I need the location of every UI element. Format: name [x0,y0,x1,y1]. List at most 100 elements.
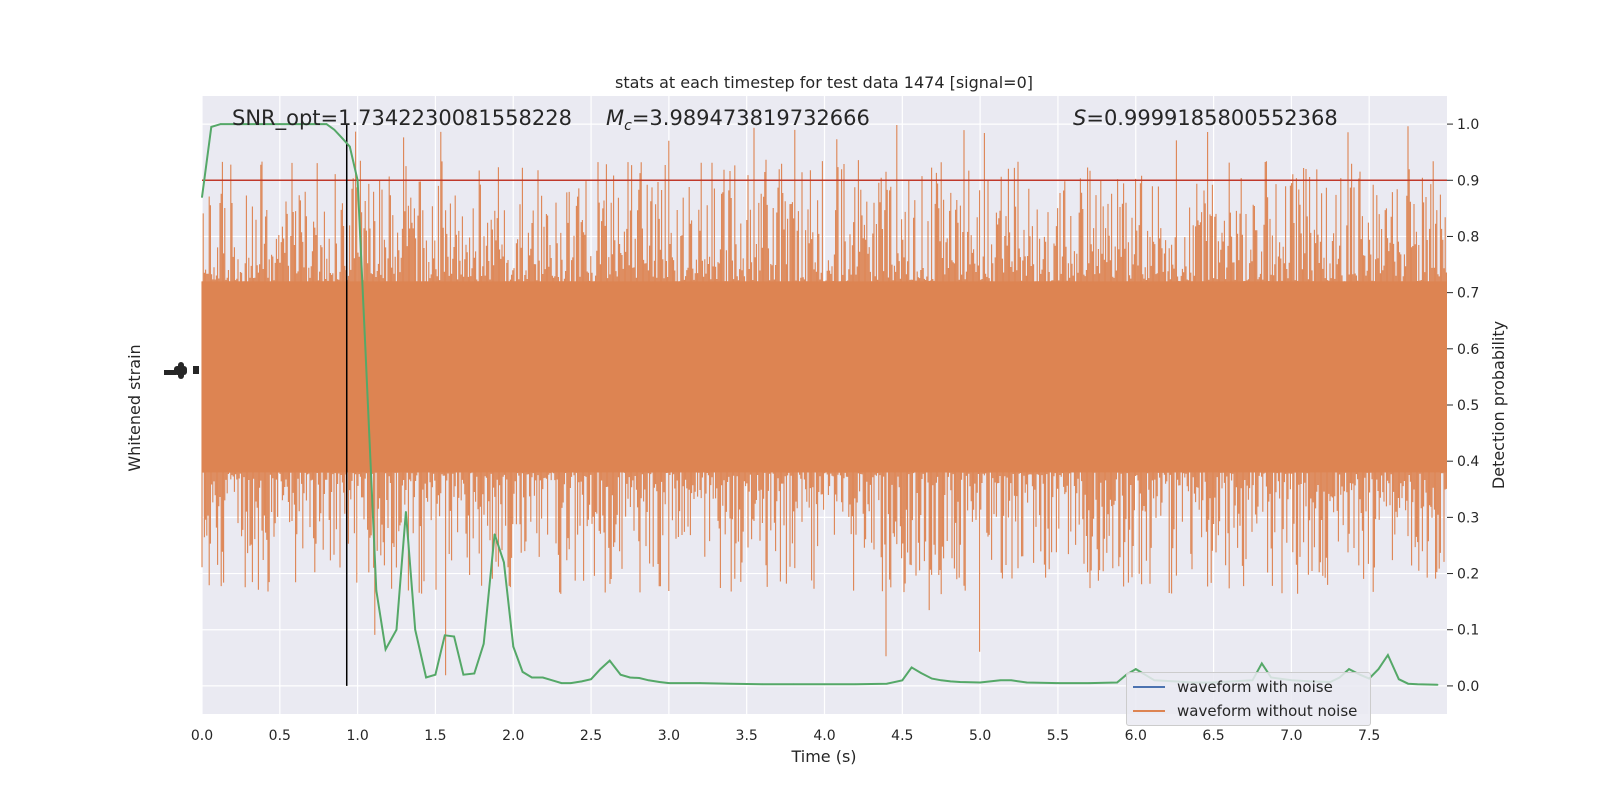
detection-probability-point [1088,682,1090,684]
detection-probability-point [219,123,222,125]
detection-probability-point [959,681,961,683]
y-axis-left-label: Whitened strain [125,344,144,471]
snr-annotation: SNR_opt=1.7342230081558228 [232,106,572,131]
x-tick-label: 7.5 [1358,728,1380,744]
detection-probability-point [462,673,465,676]
y-right-tick-label: 1.0 [1457,117,1479,133]
detection-probability-point [1057,682,1059,684]
detection-probability-point [1134,668,1137,670]
s-annotation: S=0.9999185800552368 [1073,106,1338,130]
x-tick-labels: 0.0 0.5 1.0 1.5 2.0 2.5 3.0 3.5 4.0 4.5 5.0 5.5 6.0 6… [191,728,1380,744]
x-tick-label: 1.5 [424,728,446,744]
detection-probability-point [1416,683,1419,686]
detection-probability-point [341,137,343,139]
y-right-tick-label: 0.3 [1457,510,1479,526]
y-axis-right-label: Detection probability [1489,321,1508,489]
y-right-tick-label: 0.8 [1457,229,1479,245]
detection-probability-point [531,676,533,679]
detection-probability-point [629,676,631,679]
legend-label-with-noise: waveform with noise [1177,678,1333,696]
x-axis-label: Time (s) [790,747,856,766]
x-tick-label: 0.5 [269,728,291,744]
detection-probability-point [823,683,826,686]
detection-probability-point [761,683,764,686]
chirp-mass-value: =3.989473819732666 [632,106,870,130]
x-tick-label: 4.0 [813,728,835,744]
x-tick-label: 1.0 [346,728,368,744]
detection-probability-point [1261,662,1263,665]
detection-probability-point [395,628,398,631]
detection-probability-point [232,123,234,125]
y-right-tick-label: 0.0 [1457,679,1479,695]
detection-probability-point [414,628,417,631]
detection-probability-point [999,679,1002,682]
s-value: =0.9999185800552368 [1086,106,1337,130]
detection-probability-point [384,648,387,651]
detection-probability-point [1387,654,1389,656]
x-tick-label: 2.0 [502,728,524,744]
y-right-tick-label: 0.5 [1457,398,1479,414]
detection-probability-point [425,676,427,679]
detection-probability-point [551,679,553,682]
detection-probability-point [885,682,888,685]
detection-probability-point [854,683,857,686]
x-tick-label: 7.0 [1280,728,1302,744]
detection-probability-point [608,659,611,662]
detection-probability-point [580,680,583,683]
detection-probability-point [1010,679,1013,682]
detection-probability-point [668,682,670,684]
y-right-tick-label: 0.2 [1457,567,1479,583]
detection-probability-point [493,533,496,536]
x-tick-label: 5.0 [969,728,991,744]
detection-probability-point [599,668,602,670]
detection-probability-point [1377,668,1380,670]
detection-probability-point [619,673,622,676]
detection-probability-point [279,123,281,125]
y-right-tick-label: 0.9 [1457,173,1479,189]
detection-probability-point [792,683,795,686]
legend-item-without-noise: waveform without noise [1133,701,1357,721]
noise-spikes [201,125,1447,676]
detection-probability-point [1436,683,1439,686]
legend-item-with-noise: waveform with noise [1133,677,1333,697]
legend: waveform with noise waveform without noi… [1126,672,1371,726]
x-tick-label: 3.0 [658,728,680,744]
detection-probability-point [730,682,732,685]
x-tick-label: 3.5 [736,728,758,744]
x-tick-label: 0.0 [191,728,213,744]
detection-probability-point [570,682,572,684]
detection-probability-point [325,123,328,125]
detection-probability-point [1026,681,1028,684]
detection-probability-point [434,673,437,676]
detection-probability-point [1397,678,1400,680]
detection-probability-point [658,681,661,683]
detection-probability-point [310,123,312,125]
detection-probability-point [931,677,933,680]
detection-probability-point [482,642,485,645]
chart-title: stats at each timestep for test data 147… [615,73,1033,92]
detection-probability-point [940,679,943,682]
detection-probability-point [699,682,701,684]
detection-probability-point [349,145,351,148]
y-right-tick-label: 0.4 [1457,454,1479,470]
y-right-tick-labels: 0.0 0.1 0.2 0.3 0.4 0.5 0.6 0.7 0.8 0.9 1.0 [1447,117,1479,695]
y-right-tick-label: 0.7 [1457,286,1479,302]
x-tick-label: 6.0 [1125,728,1147,744]
detection-probability-point [910,666,913,669]
detection-probability-point [263,123,266,125]
detection-probability-point [1348,668,1350,670]
detection-probability-point [512,645,515,648]
detection-probability-point [333,128,336,131]
detection-probability-point [560,682,563,684]
detection-probability-point [638,677,641,679]
detection-probability-point [364,348,367,350]
chirp-mass-annotation: Mc=3.989473819732666 [606,106,870,134]
x-tick-label: 6.5 [1202,728,1224,744]
detection-probability-point [443,634,446,637]
detection-probability-point [453,635,455,638]
detection-probability-point [949,680,952,683]
detection-probability-point [247,123,250,125]
detection-probability-point [356,179,359,182]
detection-probability-point [294,123,297,125]
